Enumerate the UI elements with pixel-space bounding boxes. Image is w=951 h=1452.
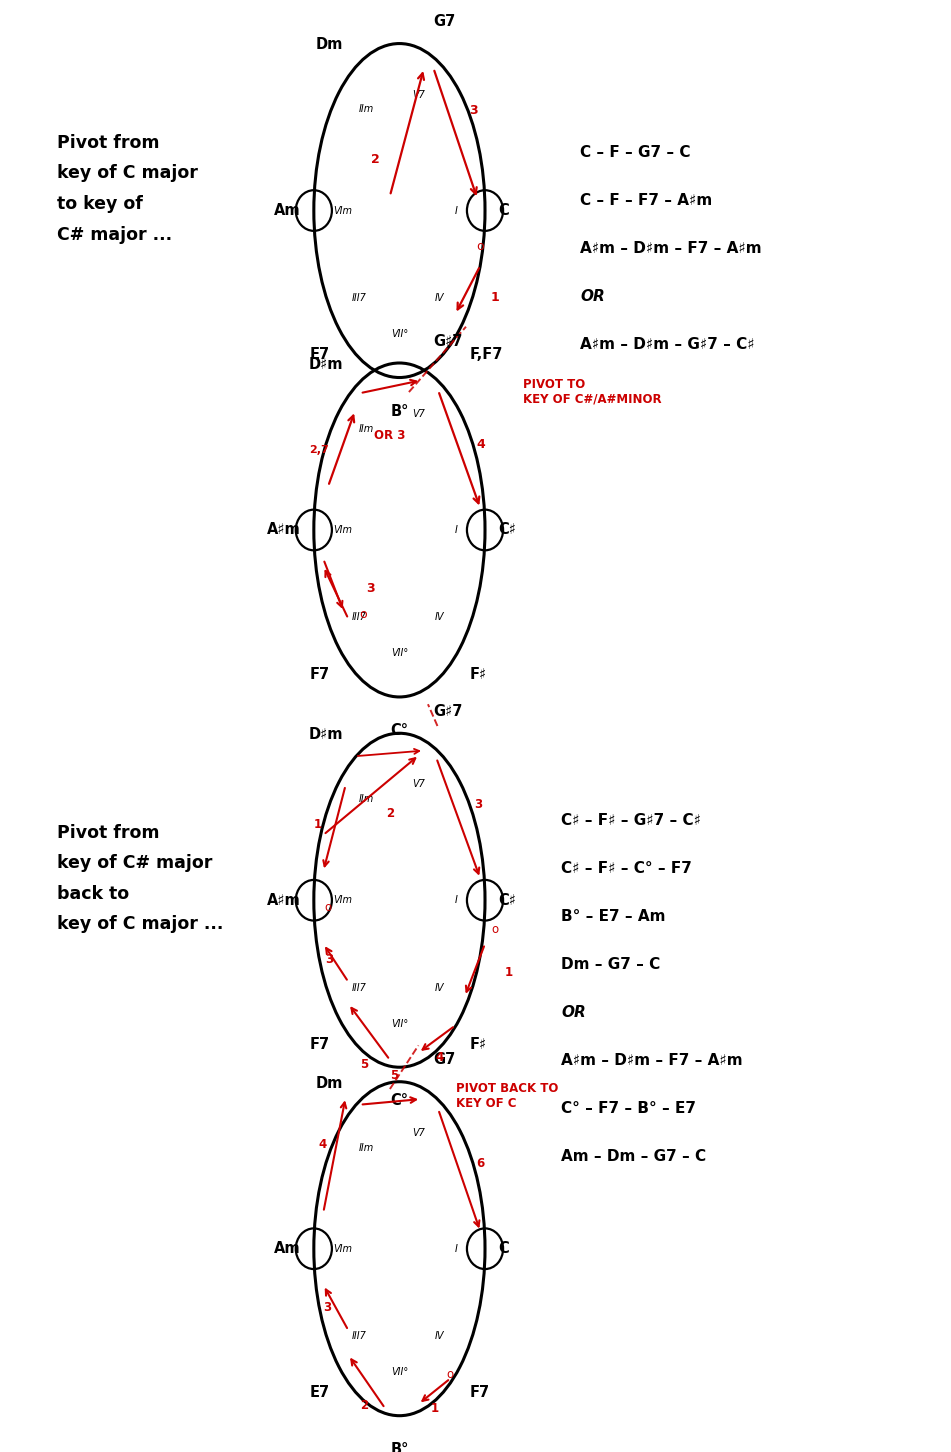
- Text: IV: IV: [435, 983, 444, 993]
- Text: 5: 5: [360, 1059, 369, 1072]
- Text: A♯m – D♯m – G♯7 – C♯: A♯m – D♯m – G♯7 – C♯: [580, 337, 755, 351]
- Text: IIm: IIm: [359, 105, 375, 115]
- Text: o: o: [359, 608, 367, 620]
- Text: A♯m: A♯m: [267, 893, 301, 908]
- Text: III7: III7: [352, 293, 366, 303]
- Text: C♯: C♯: [498, 893, 516, 908]
- Text: o: o: [324, 902, 332, 913]
- Text: D♯m: D♯m: [308, 727, 342, 742]
- Text: 3: 3: [323, 1301, 332, 1314]
- Text: C: C: [498, 203, 509, 218]
- Text: Am: Am: [274, 203, 301, 218]
- Text: 2,7: 2,7: [309, 446, 328, 454]
- Text: VII°: VII°: [391, 1019, 408, 1028]
- Text: Pivot from
key of C major
to key of
C# major ...: Pivot from key of C major to key of C# m…: [57, 134, 198, 244]
- Text: E7: E7: [309, 1385, 329, 1400]
- Text: IV: IV: [435, 613, 444, 623]
- Text: I: I: [455, 1244, 458, 1253]
- Text: A♯m – D♯m – F7 – A♯m: A♯m – D♯m – F7 – A♯m: [580, 241, 762, 256]
- Text: F♯: F♯: [470, 1037, 487, 1051]
- Text: C♯: C♯: [498, 523, 516, 537]
- Text: 5: 5: [390, 1069, 398, 1082]
- Text: Dm: Dm: [316, 38, 342, 52]
- Text: PIVOT BACK TO
KEY OF C: PIVOT BACK TO KEY OF C: [456, 1082, 559, 1109]
- Text: 1: 1: [490, 292, 499, 303]
- Text: 3: 3: [325, 953, 334, 966]
- Text: D♯m: D♯m: [308, 357, 342, 372]
- Text: F7: F7: [470, 1385, 490, 1400]
- Text: F7: F7: [309, 1037, 329, 1051]
- Text: 3: 3: [474, 797, 482, 810]
- Text: G♯7: G♯7: [434, 334, 462, 348]
- Text: C° – F7 – B° – E7: C° – F7 – B° – E7: [561, 1101, 696, 1115]
- Text: B° – E7 – Am: B° – E7 – Am: [561, 909, 666, 923]
- Text: C – F – G7 – C: C – F – G7 – C: [580, 145, 690, 160]
- Text: A♯m: A♯m: [267, 523, 301, 537]
- Text: IV: IV: [435, 1331, 444, 1342]
- Text: IIm: IIm: [359, 794, 375, 804]
- Text: VII°: VII°: [391, 649, 408, 658]
- Text: F7: F7: [309, 666, 329, 681]
- Text: PIVOT TO
KEY OF C#/A#MINOR: PIVOT TO KEY OF C#/A#MINOR: [523, 378, 662, 405]
- Text: VIm: VIm: [333, 206, 352, 215]
- Text: G♯7: G♯7: [434, 704, 462, 719]
- Text: OR 3: OR 3: [375, 430, 405, 441]
- Text: 2: 2: [371, 154, 380, 166]
- Text: 4: 4: [435, 1051, 443, 1064]
- Text: G7: G7: [434, 1053, 456, 1067]
- Text: IIm: IIm: [359, 1143, 375, 1153]
- Text: VIm: VIm: [333, 1244, 352, 1253]
- Text: G7: G7: [434, 15, 456, 29]
- Text: 4: 4: [476, 437, 485, 450]
- Text: Am – Dm – G7 – C: Am – Dm – G7 – C: [561, 1149, 707, 1163]
- Text: B°: B°: [390, 404, 409, 418]
- Text: 2: 2: [360, 1400, 368, 1413]
- Text: VIm: VIm: [333, 526, 352, 534]
- Text: III7: III7: [352, 983, 366, 993]
- Text: C°: C°: [391, 1093, 408, 1108]
- Text: 2: 2: [386, 807, 394, 819]
- Text: V7: V7: [413, 409, 425, 420]
- Text: III7: III7: [352, 1331, 366, 1342]
- Text: OR: OR: [580, 289, 605, 303]
- Text: Am: Am: [274, 1241, 301, 1256]
- Text: 3: 3: [366, 582, 376, 594]
- Text: I: I: [455, 896, 458, 905]
- Text: VII°: VII°: [391, 330, 408, 338]
- Text: F,F7: F,F7: [470, 347, 503, 362]
- Text: o: o: [491, 923, 498, 935]
- Text: VIm: VIm: [333, 896, 352, 905]
- Text: C♯ – F♯ – G♯7 – C♯: C♯ – F♯ – G♯7 – C♯: [561, 813, 701, 828]
- Text: C: C: [498, 1241, 509, 1256]
- Text: 6: 6: [476, 1156, 485, 1169]
- Text: F♯: F♯: [470, 666, 487, 681]
- Text: III7: III7: [352, 613, 366, 623]
- Text: 1: 1: [314, 817, 321, 831]
- Text: OR: OR: [561, 1005, 586, 1019]
- Text: I: I: [455, 526, 458, 534]
- Text: IV: IV: [435, 293, 444, 303]
- Text: 3: 3: [470, 103, 478, 116]
- Text: V7: V7: [413, 780, 425, 790]
- Text: o: o: [476, 241, 484, 253]
- Text: 4: 4: [319, 1137, 327, 1150]
- Text: 1: 1: [505, 967, 513, 979]
- Text: A♯m – D♯m – F7 – A♯m: A♯m – D♯m – F7 – A♯m: [561, 1053, 743, 1067]
- Text: IIm: IIm: [359, 424, 375, 434]
- Text: I: I: [455, 206, 458, 215]
- Text: C♯ – F♯ – C° – F7: C♯ – F♯ – C° – F7: [561, 861, 692, 876]
- Text: C – F – F7 – A♯m: C – F – F7 – A♯m: [580, 193, 712, 208]
- Text: Pivot from
key of C# major
back to
key of C major ...: Pivot from key of C# major back to key o…: [57, 823, 223, 934]
- Text: B°: B°: [390, 1442, 409, 1452]
- Text: o: o: [447, 1368, 454, 1381]
- Text: V7: V7: [413, 90, 425, 100]
- Text: C°: C°: [391, 723, 408, 738]
- Text: E7: E7: [309, 347, 329, 362]
- Text: Dm – G7 – C: Dm – G7 – C: [561, 957, 660, 971]
- Text: 1: 1: [431, 1403, 438, 1416]
- Text: Dm: Dm: [316, 1076, 342, 1090]
- Text: VII°: VII°: [391, 1368, 408, 1376]
- Text: V7: V7: [413, 1128, 425, 1138]
